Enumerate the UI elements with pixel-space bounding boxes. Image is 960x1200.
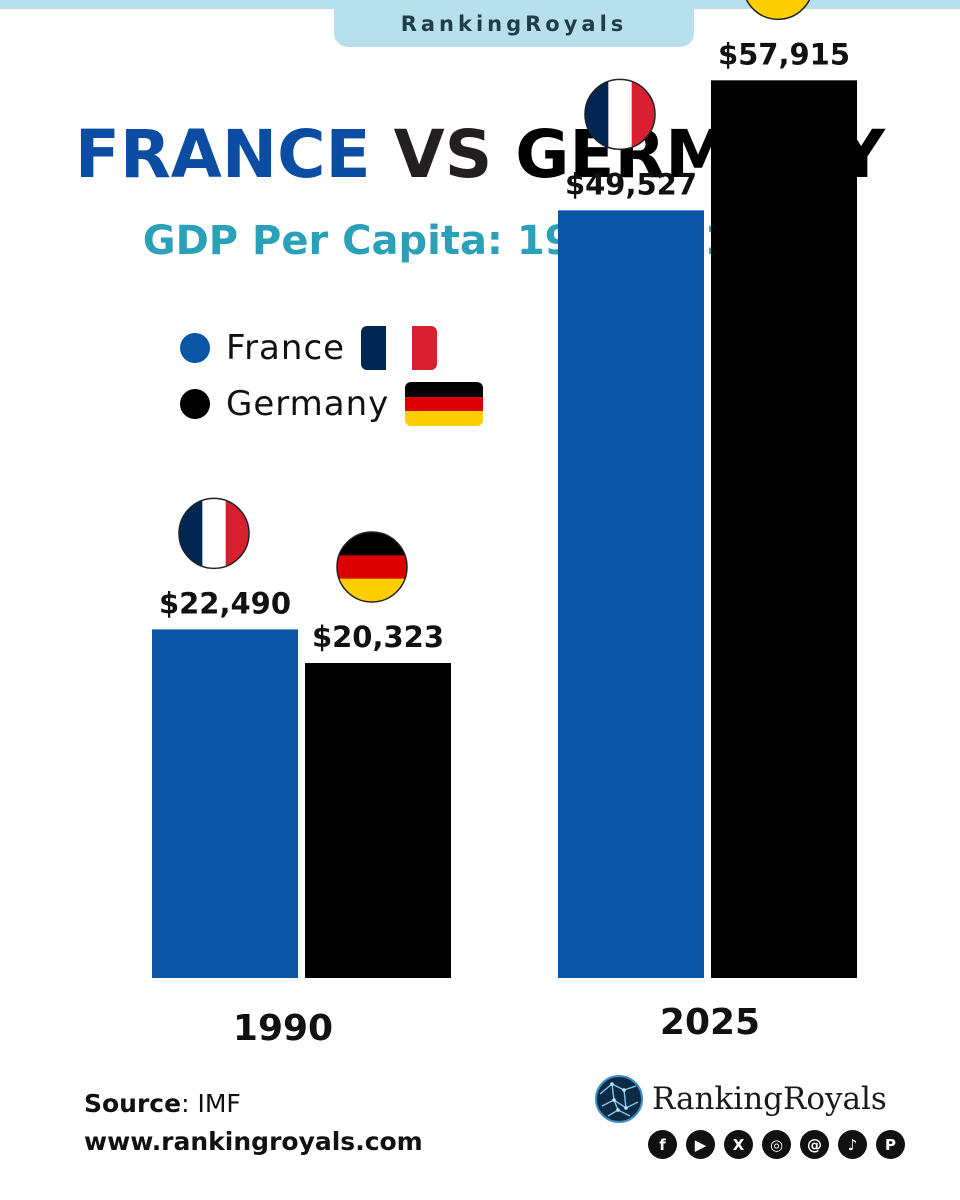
legend-dot-france [180,333,210,363]
legend-dot-germany [180,389,210,419]
data-label-germany-1990: $20,323 [312,620,444,654]
title-france: FRANCE [74,116,371,193]
threads-icon[interactable]: @ [800,1130,829,1159]
source-line: Source: IMF [84,1089,241,1118]
source-label: Source [84,1089,182,1118]
flag-germany-1990-icon [336,531,408,603]
x-icon[interactable]: X [724,1130,753,1159]
social-icons: f ▶ X ◎ @ ♪ P [648,1130,914,1159]
legend-label-france: France [226,328,346,368]
x-tick-label-1990: 1990 [233,1008,333,1049]
bar-france-2025 [558,210,704,979]
youtube-icon[interactable]: ▶ [686,1130,715,1159]
source-value: : IMF [181,1089,241,1118]
germany-flag-icon [405,382,484,426]
bar-germany-1990 [305,662,451,978]
france-flag-icon [361,326,438,370]
chart-subtitle: GDP Per Capita: 1990 vs 2025 [142,218,818,264]
flag-germany-2025-icon [743,0,813,21]
data-label-germany-2025: $57,915 [718,37,850,71]
legend-item-germany: Germany [180,376,484,432]
flag-france-1990-icon [178,497,250,570]
facebook-icon[interactable]: f [648,1130,677,1159]
title-vs: VS [370,116,516,193]
chart-legend: France Germany [180,320,484,432]
globe-logo-icon [595,1075,643,1123]
brand-tab: RankingRoyals [334,0,694,47]
pinterest-icon[interactable]: P [876,1130,905,1159]
legend-label-germany: Germany [226,384,390,424]
tiktok-icon[interactable]: ♪ [838,1130,867,1159]
bar-germany-2025 [711,80,857,978]
instagram-icon[interactable]: ◎ [762,1130,791,1159]
footer-brand: RankingRoyals [594,1074,887,1124]
flag-france-2025-icon [584,78,656,151]
footer-brand-name: RankingRoyals [652,1081,887,1117]
data-label-france-1990: $22,490 [159,586,291,620]
website-url[interactable]: www.rankingroyals.com [84,1127,423,1156]
x-tick-label-2025: 2025 [660,1002,760,1043]
legend-item-france: France [180,320,483,376]
data-label-france-2025: $49,527 [565,167,697,201]
bar-france-1990 [152,629,298,978]
